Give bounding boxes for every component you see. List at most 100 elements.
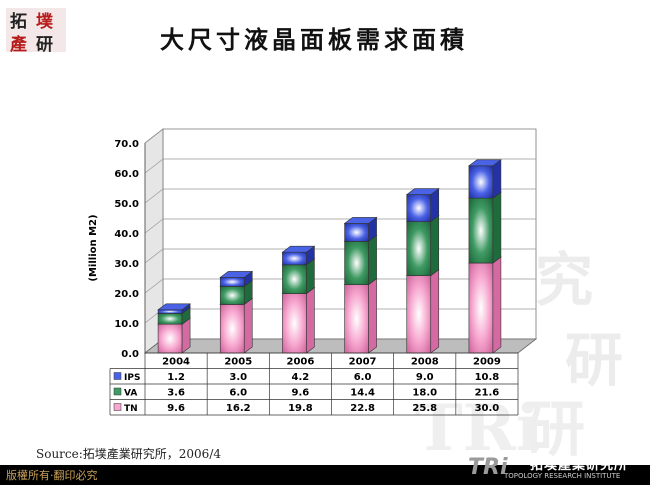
x-category-label: 2009 — [473, 357, 501, 368]
bar-segment-tn — [219, 297, 254, 354]
bar-segment-ips — [468, 159, 502, 199]
bar-top — [405, 188, 440, 195]
bar-front — [157, 323, 183, 354]
gridline-side — [144, 218, 164, 234]
bar-side — [492, 159, 502, 199]
source-note: Source:拓墣產業研究所，2006/4 — [36, 447, 221, 461]
data-label: 16.2 — [226, 403, 251, 414]
bar-segment-va — [343, 234, 378, 286]
bar-front — [468, 262, 494, 354]
data-label: 3.0 — [229, 372, 247, 383]
bar-segment-tn — [405, 269, 440, 354]
gridline-side — [144, 248, 164, 264]
bar-side — [430, 215, 440, 277]
bar-front — [468, 197, 494, 264]
svg-text:拓: 拓 — [10, 12, 27, 32]
bar-top — [343, 217, 378, 224]
bar-segment-ips — [219, 270, 254, 287]
legend-swatch-tn — [113, 403, 122, 411]
bar-front — [219, 286, 245, 305]
bar-side — [492, 256, 502, 354]
x-category-label: 2008 — [411, 357, 439, 368]
bar-side — [368, 234, 377, 286]
bar-front — [344, 284, 369, 354]
bar-front — [406, 194, 432, 222]
legend-swatch-va — [113, 387, 122, 396]
bar-side — [368, 278, 377, 354]
bar-front — [157, 313, 183, 325]
bar-top — [157, 303, 191, 311]
bar-top — [468, 159, 502, 167]
tri-logo: TRi 拓墣產業研究所 TOPOLOGY RESEARCH INSTITUTE — [468, 455, 650, 483]
x-category-label: 2004 — [162, 357, 190, 368]
bar-segment-tn — [468, 256, 502, 354]
data-label: 14.4 — [350, 388, 375, 399]
bar-front — [406, 275, 432, 354]
page-title: 大尺寸液晶面板需求面積 — [160, 25, 468, 54]
bar-segment-ips — [281, 245, 316, 266]
data-label: 9.6 — [167, 403, 185, 414]
bar-side — [492, 191, 502, 264]
data-label: 22.8 — [350, 403, 375, 414]
svg-text:TRi: TRi — [415, 391, 540, 460]
gridline-side — [144, 188, 164, 204]
bar-front — [468, 165, 494, 199]
bar-segment-va — [405, 215, 440, 277]
bar-front — [157, 309, 183, 314]
y-axis-label: (Million M2) — [88, 214, 99, 281]
legend-label-tn: TN — [124, 404, 138, 414]
y-tick-label: 40.0 — [114, 229, 139, 240]
svg-text:墣: 墣 — [36, 12, 53, 32]
background-watermark: 究 研 TRi 研 — [415, 246, 623, 460]
tri-logo-english: TOPOLOGY RESEARCH INSTITUTE — [504, 472, 621, 480]
x-category-label: 2005 — [224, 357, 252, 368]
tri-logo-name: 拓墣產業研究所 — [530, 458, 629, 473]
data-label: 4.2 — [292, 372, 310, 383]
legend-swatch-ips — [113, 372, 122, 380]
bar-front — [219, 304, 245, 354]
y-tick-label: 70.0 — [114, 139, 139, 150]
y-tick-label: 30.0 — [114, 259, 139, 270]
svg-text:研: 研 — [525, 395, 585, 460]
copyright-text: 版權所有‧翻印必究 — [6, 469, 98, 482]
bar-front — [219, 277, 245, 287]
bar-segment-tn — [281, 287, 316, 354]
svg-text:研: 研 — [565, 326, 623, 394]
y-tick-label: 0.0 — [121, 349, 139, 360]
tri-logo-mark: TRi — [468, 455, 508, 480]
data-label: 9.0 — [416, 372, 434, 383]
gridline-side — [144, 128, 164, 144]
x-category-label: 2006 — [286, 357, 314, 368]
bar-side — [306, 287, 315, 354]
y-tick-label: 60.0 — [114, 169, 139, 180]
legend-label-ips: IPS — [124, 373, 140, 383]
svg-text:產: 產 — [10, 34, 27, 55]
gridline-side — [144, 158, 164, 174]
data-label: 9.6 — [292, 388, 310, 399]
bar-segment-tn — [343, 278, 378, 354]
bar-front — [406, 221, 432, 276]
bar-top — [281, 245, 316, 253]
y-tick-label: 50.0 — [114, 199, 139, 210]
data-label: 18.0 — [412, 388, 437, 399]
data-label: 30.0 — [475, 403, 500, 414]
y-tick-label: 10.0 — [114, 319, 139, 330]
bar-segment-ips — [343, 216, 378, 242]
data-label: 25.8 — [412, 403, 437, 414]
bar-segment-ips — [405, 188, 440, 223]
data-label: 19.8 — [288, 403, 313, 414]
bar-side — [430, 269, 440, 354]
bar-front — [282, 293, 307, 354]
bar-front — [282, 251, 307, 266]
data-label: 6.0 — [229, 388, 247, 399]
gridline-side — [144, 278, 164, 294]
bar-side — [243, 297, 253, 354]
legend-label-va: VA — [124, 389, 137, 399]
data-label: 3.6 — [167, 388, 185, 399]
bar-front — [344, 241, 369, 285]
x-category-label: 2007 — [349, 357, 377, 368]
svg-text:研: 研 — [36, 35, 53, 55]
bar-segment-ips — [157, 303, 191, 314]
